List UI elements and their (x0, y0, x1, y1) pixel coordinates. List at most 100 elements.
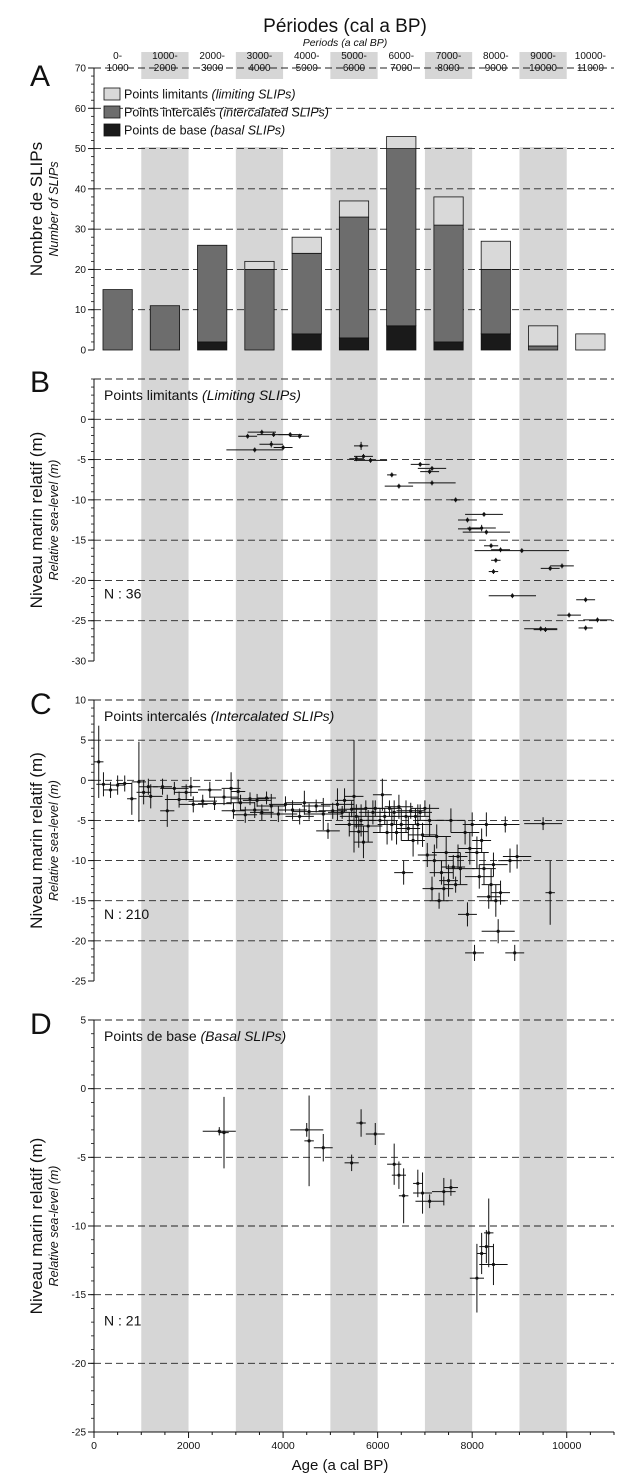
data-point (97, 760, 101, 764)
y-tick-label: -30 (72, 657, 87, 668)
bar-segment-intercalated (433, 224, 464, 343)
bar-segment-intercalated (197, 244, 228, 343)
data-point (543, 627, 548, 632)
y-tick-label: -20 (72, 1359, 87, 1370)
y-axis-title: Nombre de SLIPs (27, 142, 46, 276)
bar-segment-intercalated (102, 289, 133, 351)
legend-swatch (103, 87, 121, 101)
x-tick-label: 4000 (271, 1440, 295, 1452)
period-label-line2: 9000 (485, 63, 508, 74)
bar-segment-basal (338, 337, 370, 351)
y-tick-label: 0 (80, 346, 86, 357)
data-point (423, 806, 427, 810)
data-point (283, 802, 288, 806)
data-point (567, 613, 571, 617)
bar-segment-basal (433, 341, 464, 351)
data-point (394, 830, 399, 835)
period-label-line1: 8000- (483, 51, 509, 62)
data-point (484, 1245, 488, 1249)
period-label-line2: 5000 (296, 63, 319, 74)
data-point (201, 799, 205, 803)
legend-swatch (103, 105, 121, 119)
data-point (392, 1162, 396, 1166)
period-label-line1: 3000- (247, 51, 273, 62)
period-label-line1: 7000- (436, 51, 462, 62)
data-point (430, 466, 434, 471)
data-point (420, 1191, 425, 1195)
data-point (307, 809, 311, 814)
data-point (123, 781, 127, 786)
y-tick-label: 5 (80, 736, 86, 747)
data-point (191, 802, 195, 806)
data-point (281, 445, 285, 450)
y-tick-label: 40 (75, 184, 87, 195)
data-point (272, 432, 276, 437)
data-point (269, 442, 273, 446)
period-band (519, 147, 567, 1432)
data-point (449, 1185, 453, 1190)
bar-segment-basal (197, 341, 228, 351)
period-label-line1: 2000- (199, 51, 225, 62)
data-point (248, 797, 252, 801)
bar-segment-basal (386, 325, 417, 351)
data-point (584, 626, 588, 630)
period-label-line1: 1000- (152, 51, 178, 62)
x-tick-label: 2000 (177, 1440, 201, 1452)
data-point (494, 899, 498, 903)
data-point (484, 822, 488, 827)
data-point (428, 818, 432, 823)
data-point (477, 875, 481, 879)
y-axis-title: Niveau marin relatif (m) (27, 1138, 46, 1315)
x-tick-label: 0 (91, 1440, 97, 1452)
data-point (373, 806, 377, 810)
panel-title: Points de base (Basal SLIPs) (104, 1028, 286, 1044)
data-point (290, 808, 295, 812)
data-point (439, 871, 444, 875)
y-tick-label: -15 (72, 896, 87, 907)
data-point (253, 808, 257, 812)
data-point (480, 526, 484, 530)
data-point (108, 788, 113, 792)
data-point (449, 818, 453, 823)
data-point (428, 1199, 432, 1203)
data-point (472, 951, 477, 955)
legend-label: Points de base (basal SLIPs) (124, 124, 285, 138)
legend-label-en: (basal SLIPs) (210, 124, 285, 138)
data-point (432, 858, 436, 863)
bar-segment-limiting (244, 260, 275, 270)
sample-count: N : 21 (104, 1313, 142, 1329)
data-point (392, 810, 396, 815)
bar-segment-intercalated (480, 269, 511, 335)
legend-label: Points limitants (limiting SLIPs) (124, 88, 296, 102)
bar-segment-limiting (480, 240, 511, 270)
bar-segment-limiting (386, 136, 417, 149)
data-point (428, 470, 432, 474)
bar-segment-basal (291, 333, 322, 351)
data-point (378, 818, 382, 823)
period-label-line2: 2000 (154, 63, 177, 74)
y-tick-label: 70 (75, 64, 87, 75)
data-point (503, 822, 507, 827)
y-tick-label: -5 (77, 455, 86, 466)
data-point (264, 796, 269, 800)
y-tick-label: 0 (80, 1084, 86, 1095)
data-point (548, 566, 552, 570)
period-label-line1: 10000- (575, 51, 606, 62)
data-point (359, 1121, 363, 1125)
data-point (217, 1129, 221, 1133)
period-band (424, 147, 473, 1432)
data-point (420, 833, 425, 837)
y-tick-label: 10 (75, 305, 87, 316)
data-point (368, 458, 373, 462)
data-point (149, 794, 153, 798)
data-point (172, 786, 176, 790)
data-point (430, 887, 434, 891)
data-point (340, 810, 344, 815)
y-tick-label: -20 (72, 936, 87, 947)
y-axis-subtitle: Number of SLIPs (47, 161, 61, 256)
panel-title-en: (Basal SLIPs) (201, 1028, 287, 1044)
data-point (371, 810, 375, 815)
y-tick-label: -15 (72, 1290, 87, 1301)
data-point (411, 838, 415, 843)
period-label-line2: 7000 (390, 63, 413, 74)
